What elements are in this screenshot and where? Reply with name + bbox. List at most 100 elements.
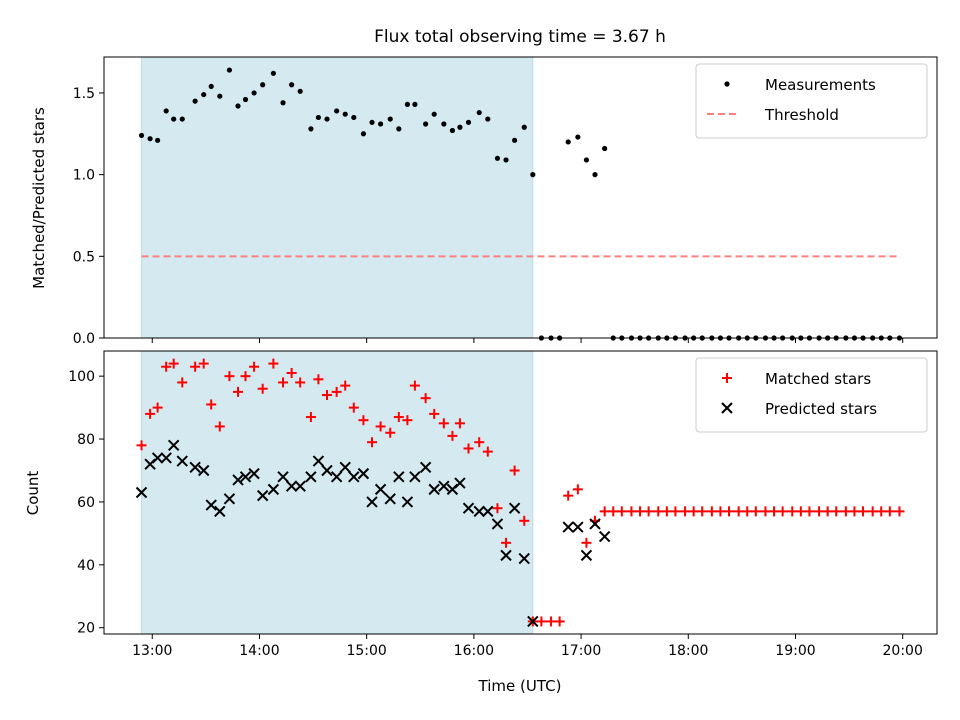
matched-star-point — [348, 402, 359, 413]
measurement-point — [208, 83, 214, 90]
measurement-point — [583, 157, 590, 163]
predicted-star-point — [305, 471, 317, 483]
predicted-star-point — [401, 496, 414, 508]
predicted-star-point — [527, 615, 539, 628]
matched-star-point — [214, 421, 225, 432]
matched-star-point — [402, 415, 413, 426]
matched-star-point — [742, 506, 753, 517]
measurement-point — [565, 139, 571, 145]
predicted-star-point — [248, 467, 260, 480]
measurement-point — [163, 108, 169, 114]
measurement-point — [503, 157, 509, 163]
bottom-shaded-region — [141, 350, 534, 635]
matched-star-point — [482, 446, 493, 457]
measurement-point — [147, 136, 153, 142]
matched-star-point — [616, 506, 627, 517]
matched-star-point — [463, 443, 474, 454]
predicted-star-point — [419, 461, 432, 474]
matched-star-point — [688, 506, 699, 517]
x-tick-label: 18:00 — [668, 643, 708, 659]
measurement-point — [404, 101, 410, 107]
bottom-axes-frame — [103, 350, 938, 635]
legend-swatch — [724, 81, 730, 87]
top-y-axis-label: Matched/Predicted stars — [30, 107, 48, 289]
measurement-point — [457, 124, 463, 130]
y-tick-label: 1.0 — [73, 168, 95, 184]
predicted-star-point — [232, 474, 244, 486]
bottom-data-marks — [135, 358, 905, 628]
matched-star-point — [626, 506, 637, 517]
matched-star-point — [536, 616, 547, 627]
matched-star-point — [295, 377, 306, 388]
matched-star-point — [831, 506, 842, 517]
predicted-star-point — [562, 521, 574, 533]
matched-star-point — [661, 506, 672, 517]
legend-box — [695, 357, 928, 433]
measurement-point — [485, 116, 491, 122]
matched-star-point — [161, 361, 172, 372]
measurement-point — [592, 172, 598, 178]
matched-star-point — [206, 399, 217, 410]
matched-star-point — [257, 383, 268, 394]
matched-star-point — [760, 506, 771, 517]
matched-star-point — [190, 361, 201, 372]
y-tick-label: 80 — [77, 432, 95, 448]
matched-star-point — [438, 418, 449, 429]
matched-star-point — [715, 506, 726, 517]
measurement-point — [270, 70, 276, 76]
measurement-point — [431, 111, 437, 117]
shaded-span — [141, 56, 534, 339]
y-tick-label: 100 — [68, 369, 95, 385]
matched-star-point — [894, 506, 905, 517]
measurement-point — [465, 119, 472, 125]
matched-star-point — [492, 503, 503, 514]
measurement-point — [138, 132, 145, 139]
matched-star-point — [367, 437, 378, 448]
matched-star-point — [643, 506, 654, 517]
bottom-y-ticks: 20 40 60 80 100 — [68, 369, 104, 637]
predicted-star-point — [500, 549, 512, 562]
predicted-star-point — [598, 530, 611, 543]
matched-star-point — [795, 506, 806, 517]
x-tick-label: 14:00 — [239, 643, 279, 659]
measurement-point — [412, 101, 418, 107]
legend-swatch — [721, 402, 733, 414]
x-tick-label: 20:00 — [883, 643, 923, 659]
predicted-star-point — [135, 486, 148, 499]
measurement-point — [235, 103, 241, 109]
predicted-star-point — [189, 461, 201, 474]
measurement-point — [289, 82, 295, 88]
predicted-star-point — [176, 455, 188, 467]
matched-star-point — [420, 393, 431, 404]
predicted-star-point — [518, 552, 530, 565]
predicted-star-point — [393, 471, 405, 483]
predicted-star-point — [205, 499, 217, 511]
x-tick-label: 13:00 — [132, 643, 172, 659]
predicted-star-point — [462, 502, 475, 514]
predicted-star-point — [167, 439, 180, 452]
matched-star-point — [670, 506, 681, 517]
predicted-star-point — [508, 502, 521, 514]
matched-star-point — [168, 358, 179, 369]
x-axis-label: Time (UTC) — [478, 677, 562, 695]
predicted-star-point — [357, 467, 370, 480]
matched-star-point — [136, 440, 147, 451]
y-tick-label: 0.0 — [73, 331, 95, 347]
predicted-star-point — [409, 471, 421, 483]
top-y-ticks: 0.0 0.5 1.0 1.5 — [73, 86, 104, 347]
matched-star-point — [804, 506, 815, 517]
predicted-star-point — [294, 480, 306, 492]
bottom-panel: 13:00 14:00 15:00 16:00 17:00 18:00 19:00 20:00… — [24, 350, 938, 695]
measurement-point — [324, 116, 330, 122]
predicted-star-point — [572, 521, 584, 533]
legend-label: Threshold — [764, 106, 839, 124]
matched-star-point — [501, 537, 512, 548]
matched-star-point — [653, 506, 664, 517]
matched-star-point — [554, 616, 565, 627]
matched-star-point — [787, 506, 798, 517]
top-panel: 0.0 0.5 1.0 1.5 Flux total observing time =… — [30, 27, 938, 347]
measurement-point — [342, 111, 348, 117]
matched-star-point — [198, 358, 209, 369]
measurement-point — [387, 116, 393, 122]
